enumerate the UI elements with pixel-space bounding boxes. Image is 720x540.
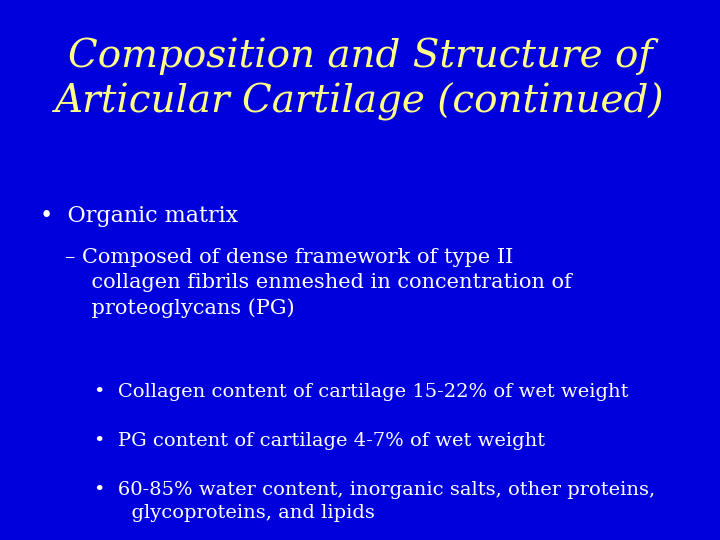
- Text: •  Organic matrix: • Organic matrix: [40, 205, 238, 227]
- Text: – Composed of dense framework of type II
    collagen fibrils enmeshed in concen: – Composed of dense framework of type II…: [65, 248, 572, 319]
- Text: •  60-85% water content, inorganic salts, other proteins,
      glycoproteins, a: • 60-85% water content, inorganic salts,…: [94, 481, 654, 522]
- Text: •  PG content of cartilage 4-7% of wet weight: • PG content of cartilage 4-7% of wet we…: [94, 432, 545, 450]
- Text: Composition and Structure of
Articular Cartilage (continued): Composition and Structure of Articular C…: [55, 38, 665, 121]
- Text: •  Collagen content of cartilage 15-22% of wet weight: • Collagen content of cartilage 15-22% o…: [94, 383, 628, 401]
